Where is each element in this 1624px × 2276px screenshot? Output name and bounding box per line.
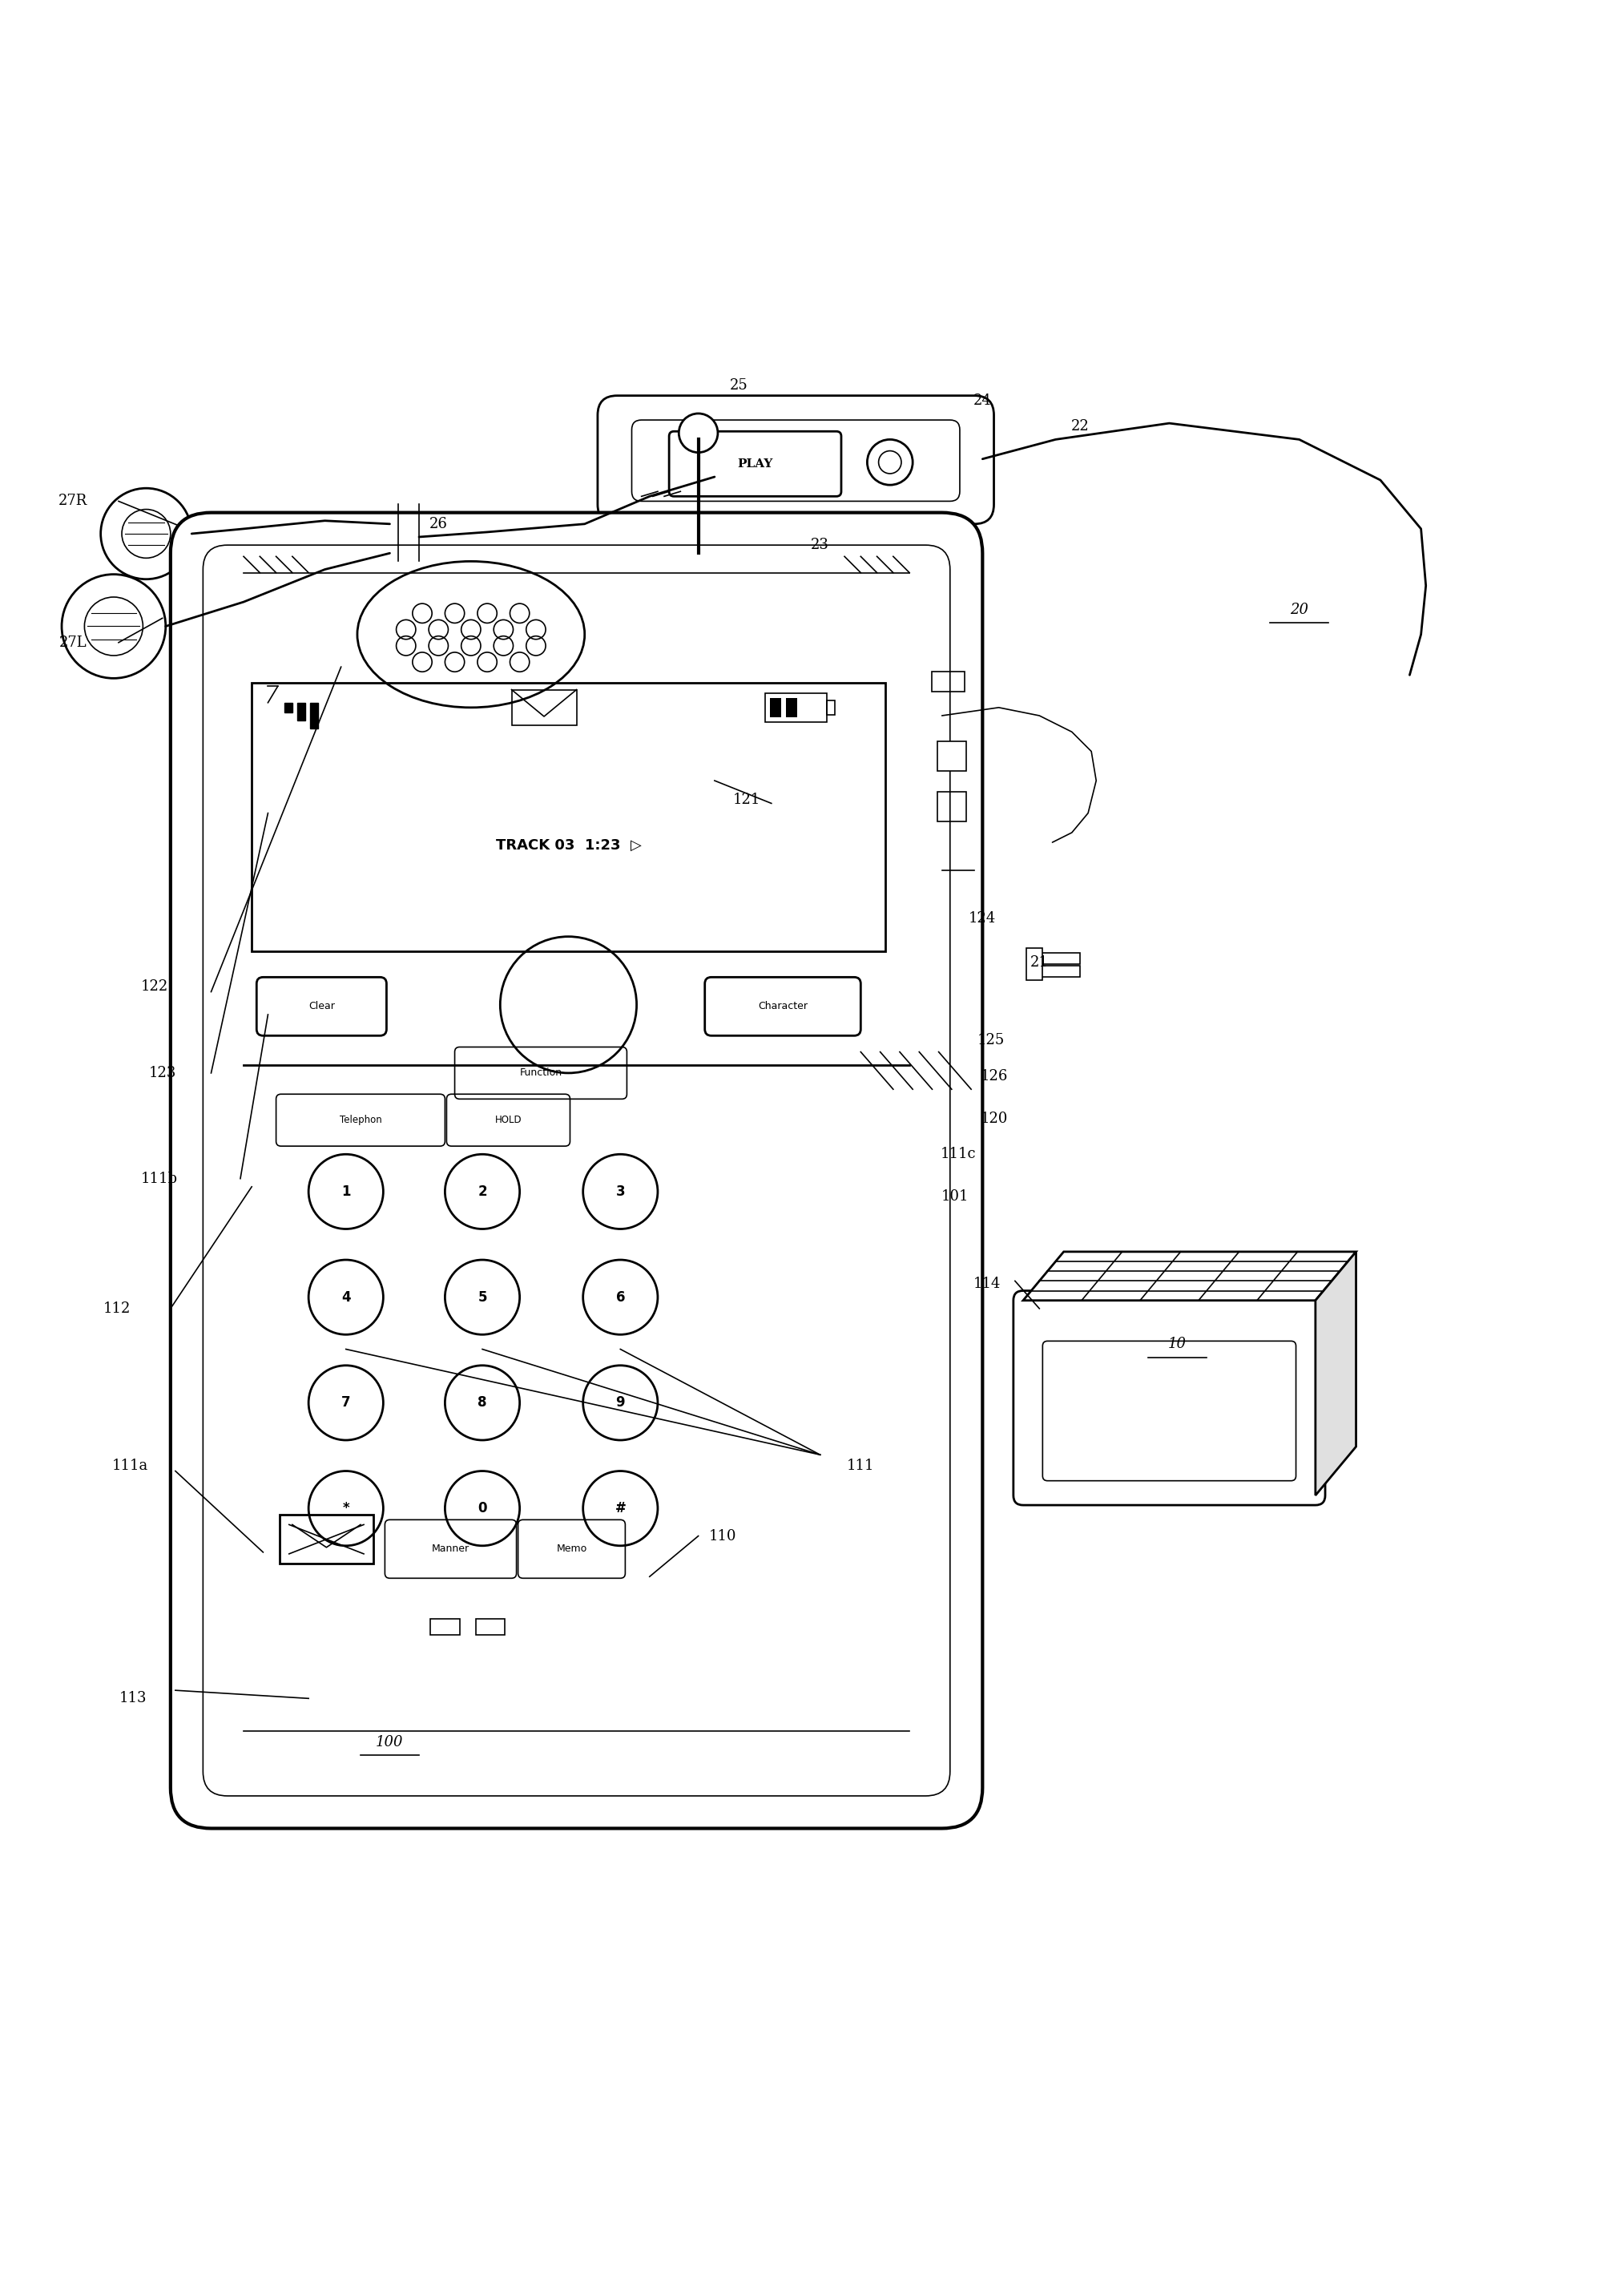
Bar xyxy=(827,701,835,715)
Text: #: # xyxy=(615,1502,625,1516)
Text: HOLD: HOLD xyxy=(495,1115,521,1124)
Text: 111c: 111c xyxy=(940,1147,976,1161)
Text: 112: 112 xyxy=(104,1302,130,1316)
Text: *: * xyxy=(343,1502,349,1516)
Text: 120: 120 xyxy=(981,1111,1007,1127)
FancyBboxPatch shape xyxy=(171,512,983,1828)
Polygon shape xyxy=(1315,1252,1356,1495)
Text: 4: 4 xyxy=(341,1290,351,1304)
Text: Manner: Manner xyxy=(432,1543,469,1555)
Text: 111: 111 xyxy=(846,1459,875,1473)
Text: 1: 1 xyxy=(341,1184,351,1199)
Text: 9: 9 xyxy=(615,1395,625,1411)
Circle shape xyxy=(679,414,718,453)
Bar xyxy=(786,699,797,717)
Text: 101: 101 xyxy=(940,1190,970,1204)
Bar xyxy=(430,1618,460,1634)
Text: 114: 114 xyxy=(974,1277,1000,1290)
Bar xyxy=(284,703,292,712)
Text: 21: 21 xyxy=(1030,956,1049,970)
Bar xyxy=(297,703,305,721)
Bar xyxy=(1026,947,1043,981)
Text: 7: 7 xyxy=(341,1395,351,1411)
Bar xyxy=(937,742,966,772)
Bar xyxy=(310,703,318,728)
Text: 26: 26 xyxy=(429,517,448,530)
Text: 23: 23 xyxy=(810,537,830,553)
Bar xyxy=(476,1618,505,1634)
Text: 20: 20 xyxy=(1289,603,1309,617)
Text: 22: 22 xyxy=(1070,419,1090,435)
Text: 5: 5 xyxy=(477,1290,487,1304)
Text: 126: 126 xyxy=(981,1070,1007,1083)
Bar xyxy=(279,1516,374,1564)
Text: 125: 125 xyxy=(978,1033,1004,1047)
Text: 111a: 111a xyxy=(112,1459,148,1473)
Text: 110: 110 xyxy=(708,1529,737,1543)
Text: 121: 121 xyxy=(734,792,760,808)
FancyBboxPatch shape xyxy=(1013,1290,1325,1504)
Bar xyxy=(937,792,966,822)
Text: Function: Function xyxy=(520,1067,562,1079)
Text: 124: 124 xyxy=(970,910,996,926)
Text: 6: 6 xyxy=(615,1290,625,1304)
Text: 111b: 111b xyxy=(141,1172,177,1186)
Text: Character: Character xyxy=(758,1001,807,1011)
Text: 123: 123 xyxy=(149,1065,175,1081)
Bar xyxy=(765,692,827,721)
Text: 3: 3 xyxy=(615,1184,625,1199)
FancyBboxPatch shape xyxy=(598,396,994,523)
Bar xyxy=(512,690,577,726)
Text: Telephon: Telephon xyxy=(339,1115,382,1124)
Bar xyxy=(770,699,781,717)
Text: 8: 8 xyxy=(477,1395,487,1411)
Text: 25: 25 xyxy=(729,378,749,394)
Text: 0: 0 xyxy=(477,1502,487,1516)
Text: PLAY: PLAY xyxy=(737,457,773,469)
Text: 122: 122 xyxy=(141,979,167,995)
Bar xyxy=(1039,954,1080,965)
Bar xyxy=(1039,965,1080,976)
Text: 10: 10 xyxy=(1168,1336,1187,1352)
Text: 24: 24 xyxy=(973,394,992,407)
Text: TRACK 03  1:23  ▷: TRACK 03 1:23 ▷ xyxy=(495,838,641,854)
Text: 27L: 27L xyxy=(58,635,88,649)
Bar xyxy=(932,671,965,692)
Text: 100: 100 xyxy=(375,1734,404,1750)
Text: 2: 2 xyxy=(477,1184,487,1199)
Polygon shape xyxy=(1023,1252,1356,1300)
Text: Clear: Clear xyxy=(309,1001,335,1011)
Bar xyxy=(252,683,885,951)
Text: 113: 113 xyxy=(119,1691,148,1705)
Text: Memo: Memo xyxy=(557,1543,586,1555)
Text: 27R: 27R xyxy=(58,494,88,508)
